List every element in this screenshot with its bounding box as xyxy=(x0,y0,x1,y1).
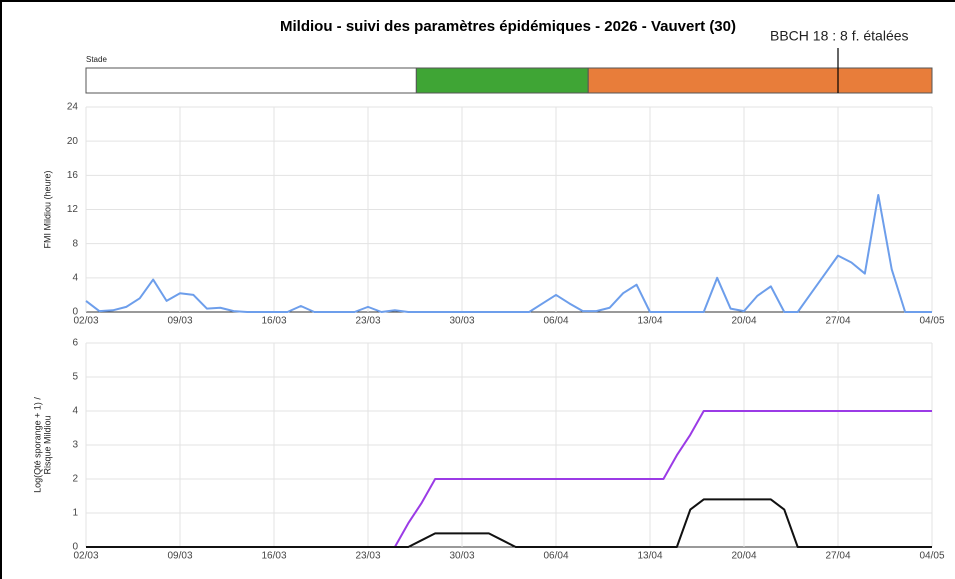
x-tick-label: 13/04 xyxy=(637,316,662,327)
stage-segment xyxy=(85,67,417,94)
y-tick-label: 4 xyxy=(72,272,78,283)
y-tick-label: 0 xyxy=(72,542,78,553)
y-tick-label: 2 xyxy=(72,474,78,485)
x-tick-label: 06/04 xyxy=(543,551,568,562)
y-tick-label: 6 xyxy=(72,338,78,349)
y-tick-label: 4 xyxy=(72,406,78,417)
chart-title: Mildiou - suivi des paramètres épidémiqu… xyxy=(280,18,736,35)
stage-segment xyxy=(587,67,933,94)
x-tick-label: 02/03 xyxy=(73,316,98,327)
x-tick-label: 16/03 xyxy=(261,551,286,562)
x-tick-label: 13/04 xyxy=(637,551,662,562)
y-tick-label: 1 xyxy=(72,508,78,519)
y-tick-label: 16 xyxy=(67,170,79,181)
x-tick-label: 02/03 xyxy=(73,551,98,562)
x-tick-label: 27/04 xyxy=(825,551,850,562)
x-tick-label: 23/03 xyxy=(355,551,380,562)
stage-label: Stade xyxy=(86,55,107,64)
y-tick-label: 5 xyxy=(72,372,78,383)
y-tick-label: 3 xyxy=(72,440,78,451)
x-tick-label: 09/03 xyxy=(167,551,192,562)
x-tick-label: 09/03 xyxy=(167,316,192,327)
x-tick-label: 04/05 xyxy=(919,316,944,327)
x-tick-label: 27/04 xyxy=(825,316,850,327)
annotation: BBCH 18 : 8 f. étalées xyxy=(770,28,909,44)
stage-segment xyxy=(415,67,589,94)
x-tick-label: 20/04 xyxy=(731,551,756,562)
y-axis-label: FMI Mildiou (heure) xyxy=(42,170,52,248)
y-tick-label: 24 xyxy=(67,102,79,113)
x-tick-label: 30/03 xyxy=(449,551,474,562)
x-tick-label: 16/03 xyxy=(261,316,286,327)
x-tick-label: 04/05 xyxy=(919,551,944,562)
y-tick-label: 8 xyxy=(72,238,78,249)
y-tick-label: 12 xyxy=(67,204,79,215)
x-tick-label: 06/04 xyxy=(543,316,568,327)
line-series xyxy=(85,193,932,313)
y-axis-label: Risque Mildiou xyxy=(42,415,52,474)
line-series xyxy=(86,498,932,548)
x-tick-label: 30/03 xyxy=(449,316,474,327)
x-tick-label: 20/04 xyxy=(731,316,756,327)
x-tick-label: 23/03 xyxy=(355,316,380,327)
y-tick-label: 20 xyxy=(67,136,79,147)
y-axis-label: Log(Qté sporange + 1) / xyxy=(32,397,42,493)
y-tick-label: 0 xyxy=(72,307,78,318)
